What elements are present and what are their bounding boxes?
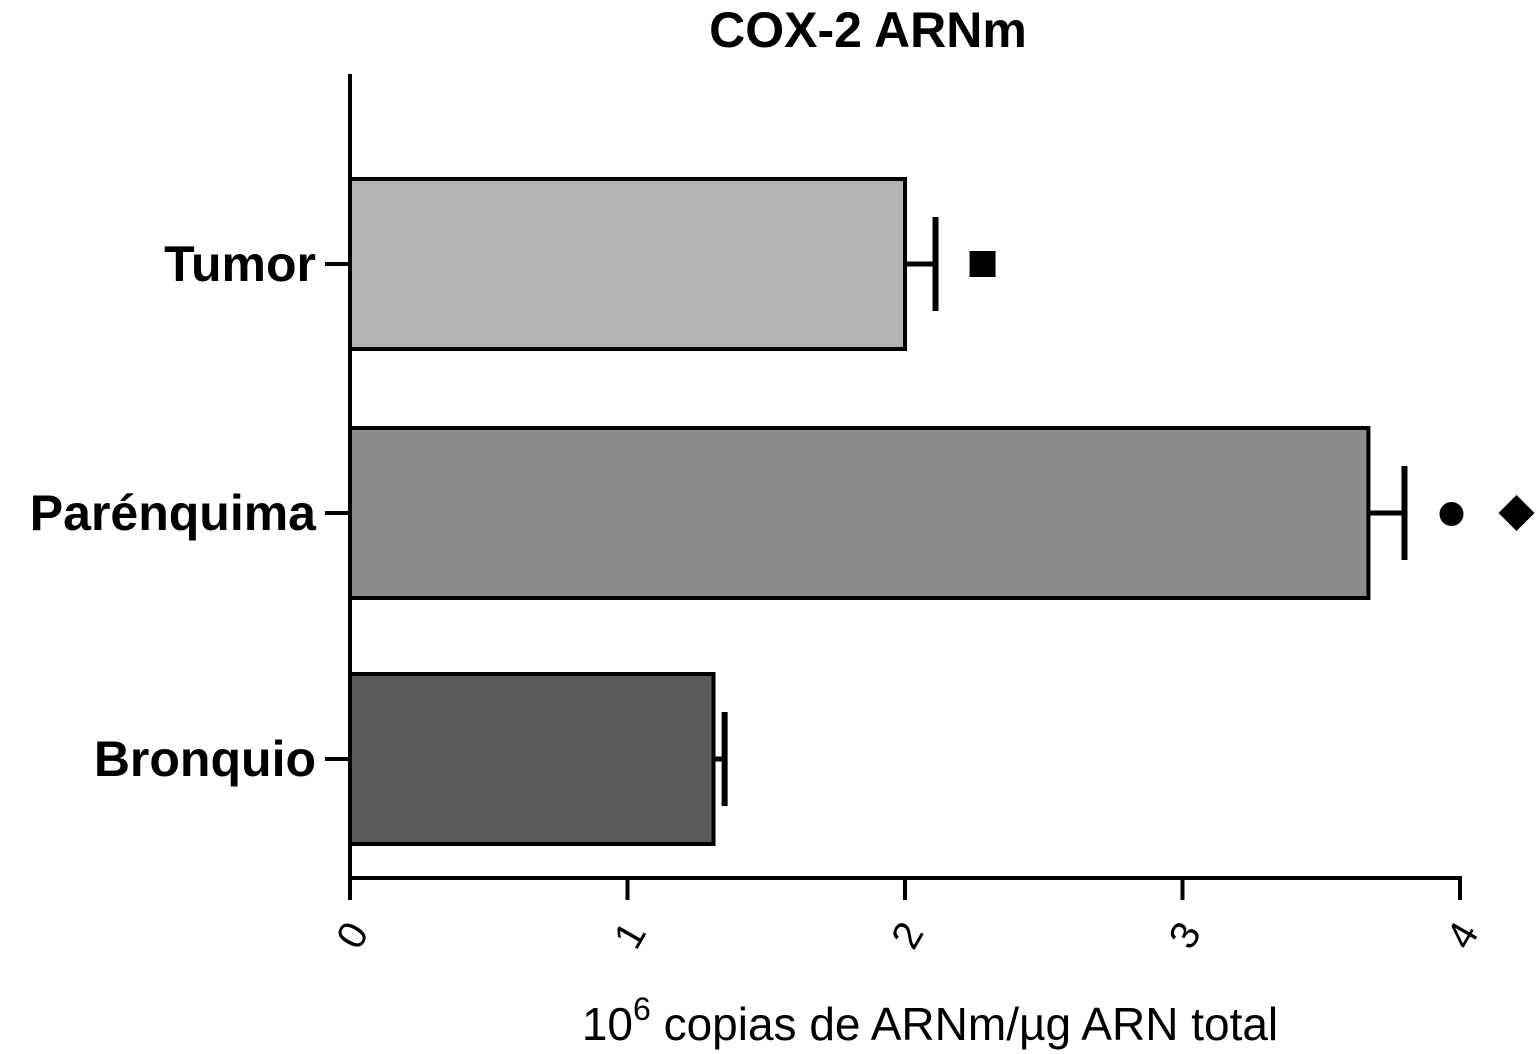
bars-group bbox=[348, 177, 1535, 846]
x-axis-label-base: 10 bbox=[582, 998, 633, 1050]
y-tick-label-bronquio: Bronquio bbox=[94, 731, 316, 787]
significance-marker-square bbox=[969, 251, 996, 277]
x-ticks-group: 0 1 2 3 4 bbox=[328, 878, 1487, 956]
significance-marker-circle bbox=[1439, 502, 1464, 526]
x-axis-label-exponent: 6 bbox=[633, 991, 651, 1027]
significance-marker-diamond bbox=[1498, 495, 1535, 531]
bar-tumor bbox=[348, 177, 907, 351]
y-tick-label-parenquima: Parénquima bbox=[30, 485, 317, 541]
y-tick-label-tumor: Tumor bbox=[164, 236, 316, 292]
bar-parenquima bbox=[348, 426, 1371, 600]
x-tick-label-1: 1 bbox=[606, 915, 655, 956]
bar-bronquio bbox=[348, 672, 716, 846]
y-ticks-group: Tumor Parénquima Bronquio bbox=[30, 236, 350, 787]
x-tick-label-2: 2 bbox=[883, 915, 932, 956]
chart-title: COX-2 ARNm bbox=[709, 2, 1027, 58]
x-tick-label-4: 4 bbox=[1438, 915, 1487, 956]
x-axis-label-text: copias de ARNm/µg ARN total bbox=[651, 998, 1278, 1050]
x-tick-label-3: 3 bbox=[1161, 915, 1210, 956]
x-axis-label: 106 copias de ARNm/µg ARN total bbox=[582, 991, 1278, 1050]
x-tick-label-0: 0 bbox=[328, 915, 377, 956]
